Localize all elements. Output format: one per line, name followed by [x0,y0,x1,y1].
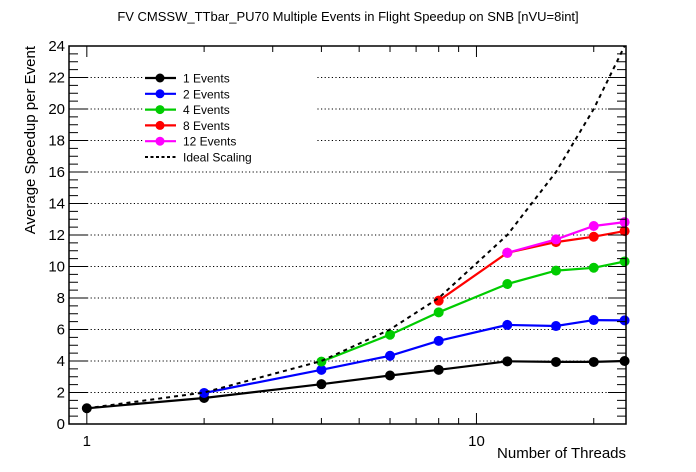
data-point [385,370,396,381]
legend-marker [155,120,165,130]
y-tick-label: 10 [48,259,65,276]
y-tick-label: 24 [48,38,65,55]
data-point [588,231,599,242]
series-line [86,359,625,410]
series-4-events [316,256,630,367]
legend-entry: 2 Events [145,87,230,101]
data-point [433,364,444,375]
legend-label: 12 Events [183,135,236,149]
y-tick-label: 16 [48,164,65,181]
series-line [203,318,625,395]
series-line [86,45,626,410]
x-axis-label: Number of Threads [497,445,626,462]
data-point [588,262,599,273]
data-point [433,295,444,306]
data-point [502,278,513,289]
legend-entry: 12 Events [145,135,236,149]
chart-title: FV CMSSW_TTbar_PU70 Multiple Events in F… [117,9,578,24]
legend-entry: 8 Events [145,119,230,133]
data-point [385,350,396,361]
legend-label: 2 Events [183,87,230,101]
legend-marker [155,136,165,146]
x-tick-label: 1 [83,433,91,450]
legend-marker [155,89,165,99]
y-tick-label: 4 [57,353,65,370]
data-point [588,356,599,367]
data-point [550,265,561,276]
data-point [385,329,396,340]
y-tick-label: 2 [57,385,65,402]
data-point [550,356,561,367]
data-point [316,379,327,390]
y-tick-label: 12 [48,227,65,244]
series-2-events [199,315,630,398]
data-point [502,247,513,258]
y-tick-label: 6 [57,322,65,339]
legend-marker [155,73,165,83]
data-point [588,221,599,232]
data-point [199,387,210,398]
data-point [502,356,513,367]
y-tick-label: 22 [48,70,65,87]
data-point [619,226,630,237]
series-1-events [81,356,630,414]
y-tick-label: 0 [57,416,65,433]
data-point [433,335,444,346]
x-tick-label: 10 [468,433,485,450]
legend-label: 8 Events [183,119,230,133]
data-point [550,234,561,245]
legend-entry: 4 Events [145,103,230,117]
data-point [619,217,630,228]
series-ideal-scaling [86,45,626,410]
data-point [502,319,513,330]
legend-label: 1 Events [183,72,230,86]
data-point [316,364,327,375]
series-line [507,221,625,254]
y-tick-label: 18 [48,133,65,150]
y-axis-label: Average Speedup per Event [22,45,39,234]
data-point [550,321,561,332]
data-point [588,315,599,326]
series-12-events [502,217,630,258]
legend-background [143,68,315,166]
data-point [316,356,327,367]
legend-entry: Ideal Scaling [145,151,252,165]
y-tick-label: 8 [57,290,65,307]
legend-entry: 1 Events [145,72,230,86]
legend-label: Ideal Scaling [183,151,252,165]
y-tick-label: 14 [48,196,65,213]
series-layer [81,45,630,414]
data-point [619,315,630,326]
y-tick-label: 20 [48,101,65,118]
legend-marker [155,105,165,115]
data-point [433,307,444,318]
data-point [619,256,630,267]
legend-label: 4 Events [183,103,230,117]
